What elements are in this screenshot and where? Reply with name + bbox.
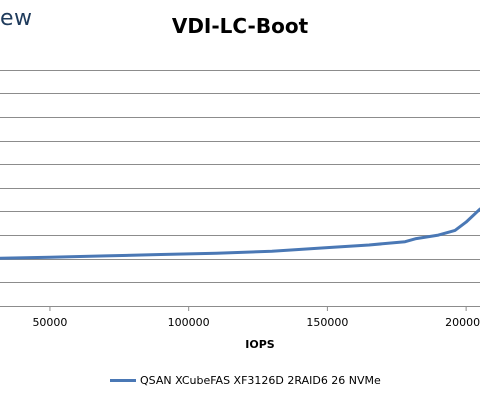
x-tick-label: 200000: [445, 316, 480, 329]
x-tick-label: 50000: [32, 316, 67, 329]
chart-title: VDI-LC-Boot: [171, 14, 309, 38]
x-axis-label: IOPS: [245, 338, 275, 351]
legend-swatch: [110, 378, 136, 382]
series-line: [0, 207, 480, 260]
logo-text: ew: [0, 6, 33, 31]
legend-label: QSAN XCubeFAS XF3126D 2RAID6 26 NVMe: [140, 373, 381, 387]
legend: QSAN XCubeFAS XF3126D 2RAID6 26 NVMe: [110, 373, 381, 387]
x-tick-label: 150000: [306, 316, 348, 329]
x-tick-label: 100000: [168, 316, 210, 329]
